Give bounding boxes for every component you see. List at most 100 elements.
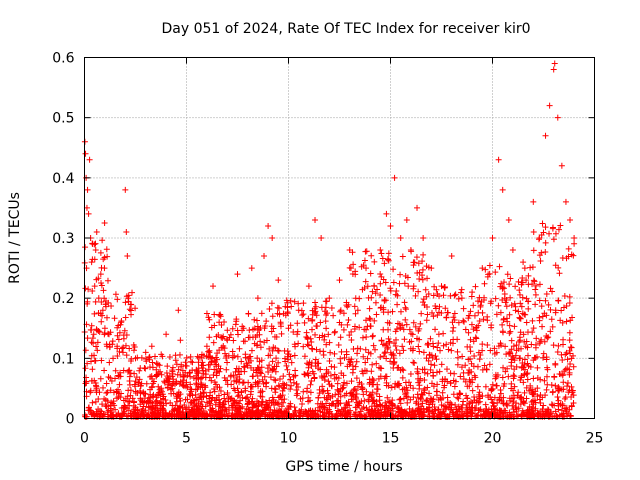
cloud-point bbox=[359, 286, 366, 293]
cloud-point bbox=[481, 294, 488, 301]
cloud-point bbox=[125, 407, 132, 414]
cloud-point bbox=[245, 379, 252, 386]
cloud-point bbox=[463, 404, 470, 411]
cloud-point bbox=[539, 323, 546, 330]
cloud-point bbox=[319, 409, 326, 416]
data-point bbox=[88, 259, 95, 266]
cloud-point bbox=[292, 409, 299, 416]
cloud-point bbox=[244, 362, 251, 369]
cloud-point bbox=[300, 300, 307, 307]
cloud-point bbox=[192, 403, 199, 410]
cloud-point bbox=[112, 375, 119, 382]
cloud-point bbox=[538, 303, 545, 310]
cloud-point bbox=[367, 323, 374, 330]
cloud-point bbox=[563, 318, 570, 325]
cloud-point bbox=[276, 376, 283, 383]
cloud-point bbox=[265, 369, 272, 376]
cloud-point bbox=[559, 371, 566, 378]
cloud-point bbox=[320, 373, 327, 380]
cloud-point bbox=[425, 357, 432, 364]
cloud-point bbox=[183, 406, 190, 413]
cloud-point bbox=[207, 353, 214, 360]
cloud-point bbox=[506, 330, 513, 337]
cloud-point bbox=[566, 337, 573, 344]
cloud-point bbox=[510, 372, 517, 379]
cloud-point bbox=[524, 360, 531, 367]
cloud-point bbox=[348, 378, 355, 385]
cloud-point bbox=[523, 319, 530, 326]
cloud-point bbox=[376, 397, 383, 404]
cloud-point bbox=[555, 297, 562, 304]
cloud-point bbox=[343, 400, 350, 407]
cloud-point bbox=[385, 250, 392, 257]
cloud-point bbox=[471, 404, 478, 411]
cloud-point bbox=[393, 288, 400, 295]
cloud-point bbox=[470, 338, 477, 345]
data-point bbox=[114, 343, 121, 350]
cloud-point bbox=[410, 394, 417, 401]
data-point bbox=[407, 247, 414, 254]
cloud-point bbox=[125, 387, 132, 394]
cloud-point bbox=[91, 310, 98, 317]
cloud-point bbox=[366, 305, 373, 312]
cloud-point bbox=[239, 379, 246, 386]
cloud-point bbox=[387, 349, 394, 356]
cloud-point bbox=[551, 412, 558, 419]
cloud-point bbox=[352, 310, 359, 317]
cloud-point bbox=[107, 387, 114, 394]
cloud-point bbox=[556, 270, 563, 277]
cloud-point bbox=[344, 402, 351, 409]
cloud-point bbox=[474, 298, 481, 305]
cloud-point bbox=[249, 407, 256, 414]
cloud-point bbox=[123, 293, 130, 300]
cloud-point bbox=[415, 260, 422, 267]
cloud-point bbox=[219, 409, 226, 416]
cloud-point bbox=[419, 266, 426, 273]
cloud-point bbox=[241, 368, 248, 375]
cloud-point bbox=[101, 254, 108, 261]
cloud-point bbox=[206, 334, 213, 341]
cloud-point bbox=[199, 367, 206, 374]
cloud-point bbox=[482, 401, 489, 408]
cloud-point bbox=[468, 368, 475, 375]
cloud-point bbox=[113, 395, 120, 402]
cloud-point bbox=[287, 386, 294, 393]
cloud-point bbox=[543, 373, 550, 380]
cloud-point bbox=[207, 389, 214, 396]
cloud-point bbox=[93, 383, 100, 390]
cloud-point bbox=[533, 282, 540, 289]
cloud-point bbox=[194, 353, 201, 360]
cloud-point bbox=[352, 363, 359, 370]
cloud-point bbox=[485, 271, 492, 278]
cloud-point bbox=[120, 410, 127, 417]
cloud-point bbox=[544, 381, 551, 388]
cloud-point bbox=[343, 299, 350, 306]
cloud-point bbox=[93, 343, 100, 350]
cloud-point bbox=[229, 406, 236, 413]
cloud-point bbox=[507, 350, 514, 357]
cloud-point bbox=[460, 375, 467, 382]
cloud-point bbox=[560, 386, 567, 393]
data-point bbox=[142, 349, 149, 356]
data-point bbox=[499, 186, 506, 193]
data-point bbox=[169, 373, 176, 380]
cloud-point bbox=[471, 372, 478, 379]
cloud-point bbox=[174, 371, 181, 378]
cloud-point bbox=[104, 277, 111, 284]
cloud-point bbox=[486, 361, 493, 368]
data-point bbox=[542, 132, 549, 139]
data-point bbox=[414, 204, 421, 211]
cloud-point bbox=[104, 330, 111, 337]
cloud-point bbox=[238, 358, 245, 365]
cloud-point bbox=[82, 244, 89, 251]
cloud-point bbox=[202, 382, 209, 389]
cloud-point bbox=[379, 255, 386, 262]
cloud-point bbox=[322, 298, 329, 305]
cloud-point bbox=[234, 393, 241, 400]
cloud-point bbox=[146, 356, 153, 363]
cloud-point bbox=[424, 340, 431, 347]
cloud-point bbox=[513, 363, 520, 370]
cloud-point bbox=[454, 394, 461, 401]
cloud-point bbox=[326, 410, 333, 417]
data-point bbox=[346, 247, 353, 254]
